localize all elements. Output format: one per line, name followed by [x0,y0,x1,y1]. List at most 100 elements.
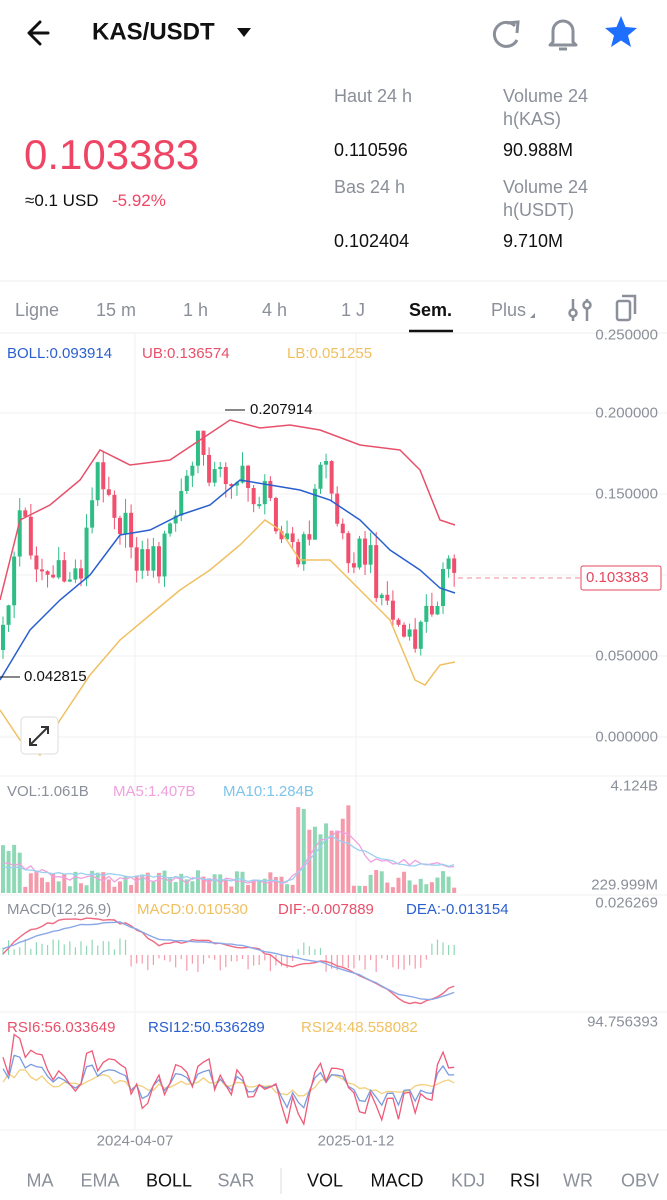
candle [329,461,334,494]
indicator-settings-icon[interactable] [568,299,592,321]
rsi12-line [2,1054,455,1109]
candle [257,504,262,507]
candle [363,538,368,565]
price-axis-label: 0.200000 [595,404,658,422]
candle [435,605,440,615]
volume-bar [129,885,134,893]
dif-value: DIF:-0.007889 [278,901,374,918]
candle [418,621,423,649]
volume-bar [84,885,89,893]
stat-value: 9.710M [503,231,564,252]
candle [301,534,306,565]
interval-tab[interactable]: Plus [491,300,527,321]
indicator-tab[interactable]: SAR [217,1170,255,1191]
indicator-tab[interactable]: MA [26,1170,54,1191]
volume-bar [6,850,11,893]
layout-icon[interactable] [615,294,637,322]
volume-bar [117,881,122,893]
volume-bar [151,881,156,893]
candle [34,555,39,570]
price-axis-label: 0.000000 [595,728,658,746]
change: -5.92% [112,190,166,210]
volume-bar [168,877,173,893]
date-label: 2024-04-07 [96,1132,174,1150]
volume-bar [413,884,418,893]
volume-bar [45,882,50,893]
indicator-tab-active[interactable]: BOLL [145,1170,193,1191]
interval-tab[interactable]: 1 J [341,300,366,321]
volume-bar [429,882,434,893]
volume-bar [363,885,368,893]
indicator-tab-active[interactable]: VOL [306,1170,344,1191]
candle [162,533,167,577]
volume-bar [441,871,446,893]
expand-icon[interactable] [20,716,59,755]
volume-bar [145,872,150,893]
candle [12,556,17,606]
volume-bar [368,874,373,893]
last-price-box [580,565,662,591]
low-marker: 0.042815 [24,668,87,685]
interval-tab[interactable]: 4 h [262,300,288,321]
interval-tab[interactable]: 15 m [96,300,137,321]
ma10-legend: MA10:1.284B [223,783,314,800]
back-icon[interactable] [27,20,50,46]
volume-bar [324,823,329,893]
lower-band [0,519,456,757]
interval-tab-active[interactable]: Sem. [409,300,453,321]
candle [106,489,111,495]
volume-bar [134,876,139,893]
candle [78,568,83,579]
volume-bar [273,876,278,893]
refresh-icon[interactable] [492,20,520,48]
dea-value: DEA:-0.013154 [406,901,509,918]
interval-tab[interactable]: 1 h [183,300,209,321]
ma5-line [2,830,455,885]
candle [307,534,312,540]
indicator-tab[interactable]: EMA [80,1170,120,1191]
favorite-icon[interactable] [605,16,637,47]
volume-bar [51,873,56,893]
volume-bar [246,884,251,893]
interval-tab[interactable]: Ligne [15,300,60,321]
candle [268,480,273,499]
candle [290,533,295,542]
candle [273,498,278,532]
volume-bar [385,882,390,893]
candle [318,464,323,489]
volume-bar [212,874,217,893]
indicator-tab[interactable]: WR [563,1170,593,1191]
candle [402,624,407,637]
volume-bar [162,870,167,893]
ub-legend: UB:0.136574 [142,345,230,362]
volume-bar [251,880,256,893]
indicator-tab[interactable]: OBV [620,1170,660,1191]
bell-icon[interactable] [548,19,578,51]
candle [23,510,28,517]
volume-bar [28,873,33,893]
candle [39,569,44,572]
volume-bar [223,879,228,893]
volume-bar [184,879,189,893]
candle [340,523,345,534]
pair-caret[interactable] [237,28,251,37]
volume-bar [101,872,106,893]
indicator-tab-active[interactable]: MACD [370,1170,424,1191]
volume-bar [95,872,100,893]
candle [441,568,446,606]
pair[interactable]: KAS/USDT [92,18,215,46]
candle [251,488,256,505]
volume-bar [207,878,212,893]
volume-bar [390,887,395,893]
stat-value: 0.110596 [334,140,408,161]
candles [1,430,457,659]
indicator-tab[interactable]: KDJ [450,1170,486,1191]
ma5-legend: MA5:1.407B [113,783,196,800]
indicator-tab-active[interactable]: RSI [509,1170,541,1191]
volume-bar [296,807,301,893]
candle [429,605,434,615]
volume-bar [23,886,28,893]
volume-bar [301,808,306,893]
candle [17,510,22,557]
